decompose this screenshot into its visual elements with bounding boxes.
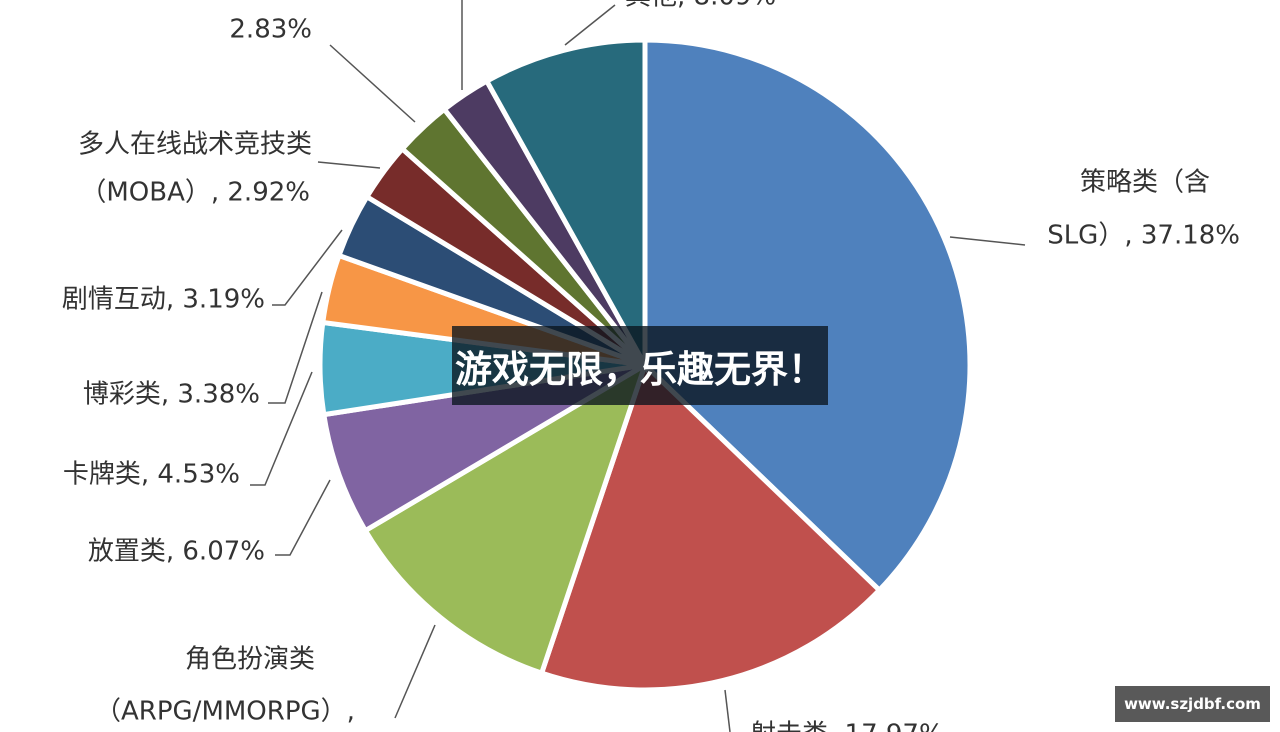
leader-line bbox=[250, 371, 313, 486]
pie-slice bbox=[483, 37, 648, 375]
pie-slice bbox=[538, 360, 883, 693]
leader-line bbox=[275, 479, 331, 556]
slice-label: 策略类（含 bbox=[1080, 168, 1210, 198]
slice-label: 多人在线战术竞技类 bbox=[78, 130, 312, 160]
leader-line bbox=[317, 161, 381, 169]
leader-line bbox=[268, 291, 323, 404]
leader-line bbox=[564, 4, 616, 46]
slice-label: （MOBA）, 2.92% bbox=[80, 178, 310, 208]
slice-label: 射击类, 17.97% bbox=[750, 720, 944, 732]
leader-line bbox=[724, 689, 731, 732]
slice-label: 剧情互动, 3.19% bbox=[62, 285, 265, 315]
pie-slice bbox=[642, 37, 973, 594]
watermark: www.szjdbf.com bbox=[1115, 686, 1270, 722]
slice-label: （ARPG/MMORPG）, bbox=[95, 697, 355, 727]
leader-line bbox=[949, 236, 1026, 246]
slice-label: 博彩类, 3.38% bbox=[83, 380, 260, 410]
leader-line bbox=[329, 44, 416, 123]
pie-slice bbox=[361, 359, 650, 677]
slice-label: 2.83% bbox=[229, 15, 312, 45]
slice-label: 卡牌类, 4.53% bbox=[63, 460, 240, 490]
slice-label: 角色扮演类 bbox=[185, 645, 315, 675]
slice-label: 其他, 8.09% bbox=[625, 0, 776, 12]
leader-line bbox=[272, 229, 343, 306]
overlay-caption: 游戏无限，乐趣无界！ bbox=[452, 326, 828, 405]
leader-line bbox=[394, 624, 436, 719]
slice-label: 放置类, 6.07% bbox=[88, 537, 265, 567]
slice-label: SLG）, 37.18% bbox=[1047, 221, 1240, 251]
